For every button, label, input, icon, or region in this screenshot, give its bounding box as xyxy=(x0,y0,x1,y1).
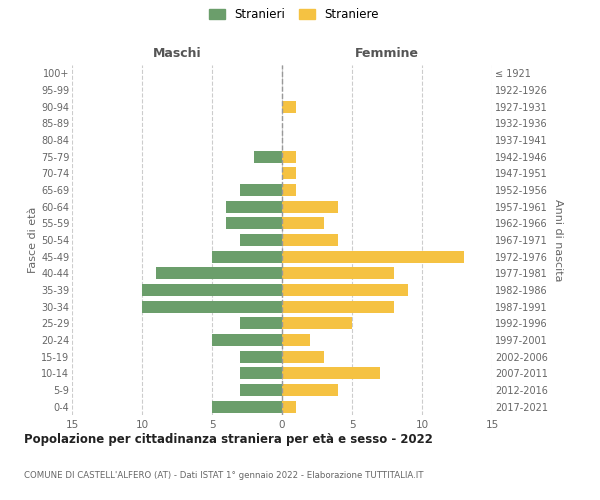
Bar xyxy=(282,184,296,196)
Y-axis label: Anni di nascita: Anni di nascita xyxy=(553,198,563,281)
Bar xyxy=(282,168,296,179)
Bar xyxy=(226,218,282,230)
Bar xyxy=(282,384,338,396)
Bar xyxy=(212,334,282,346)
Bar xyxy=(282,150,296,162)
Bar xyxy=(282,218,324,230)
Bar xyxy=(240,318,282,330)
Bar xyxy=(282,350,324,362)
Legend: Stranieri, Straniere: Stranieri, Straniere xyxy=(209,8,379,22)
Bar xyxy=(142,284,282,296)
Text: COMUNE DI CASTELL'ALFERO (AT) - Dati ISTAT 1° gennaio 2022 - Elaborazione TUTTIT: COMUNE DI CASTELL'ALFERO (AT) - Dati IST… xyxy=(24,470,424,480)
Bar xyxy=(282,284,408,296)
Bar xyxy=(282,300,394,312)
Bar xyxy=(282,100,296,112)
Bar xyxy=(282,334,310,346)
Bar xyxy=(282,368,380,380)
Bar xyxy=(226,200,282,212)
Bar xyxy=(240,350,282,362)
Bar xyxy=(156,268,282,280)
Bar xyxy=(254,150,282,162)
Text: Maschi: Maschi xyxy=(152,47,202,60)
Bar xyxy=(212,400,282,412)
Bar xyxy=(282,234,338,246)
Bar xyxy=(240,184,282,196)
Bar xyxy=(240,368,282,380)
Bar xyxy=(282,318,352,330)
Y-axis label: Fasce di età: Fasce di età xyxy=(28,207,38,273)
Text: Femmine: Femmine xyxy=(355,47,419,60)
Bar xyxy=(240,234,282,246)
Text: Popolazione per cittadinanza straniera per età e sesso - 2022: Popolazione per cittadinanza straniera p… xyxy=(24,432,433,446)
Bar xyxy=(142,300,282,312)
Bar xyxy=(282,268,394,280)
Bar xyxy=(282,250,464,262)
Bar xyxy=(282,200,338,212)
Bar xyxy=(212,250,282,262)
Bar xyxy=(240,384,282,396)
Bar xyxy=(282,400,296,412)
